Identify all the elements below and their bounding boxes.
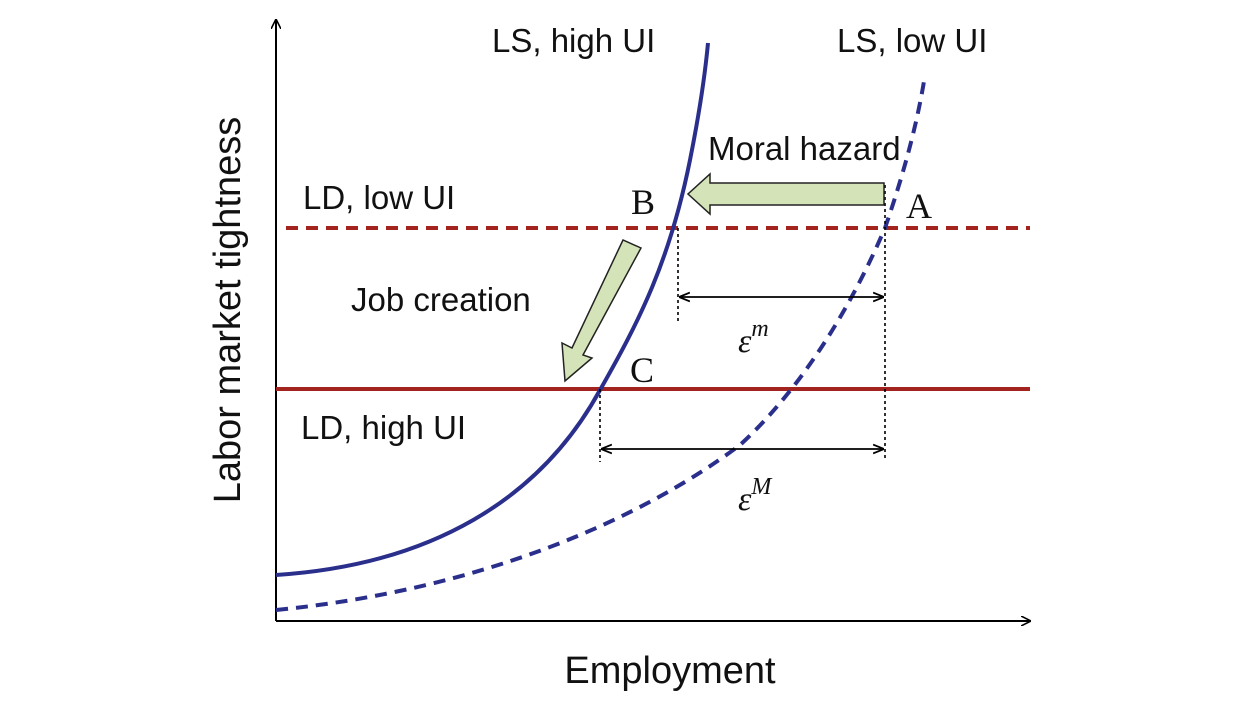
point-c-label: C — [630, 350, 654, 390]
macro-elasticity-sup: M — [750, 474, 773, 500]
ld-low-ui-label: LD, low UI — [303, 179, 455, 216]
macro-elasticity-label: εM — [738, 474, 773, 518]
ls-high-ui-label: LS, high UI — [492, 22, 655, 59]
point-b-label: B — [631, 182, 655, 222]
ls-low-ui-label: LS, low UI — [837, 22, 987, 59]
point-a-label: A — [906, 186, 932, 226]
macro-elasticity-base: ε — [738, 481, 752, 518]
micro-elasticity-label: εm — [738, 316, 769, 360]
moral-hazard-arrow — [686, 172, 885, 216]
y-axis-label: Labor market tightness — [207, 117, 249, 504]
ls-low-ui-curve — [275, 74, 927, 612]
job-creation-arrow — [561, 239, 643, 383]
micro-elasticity-sup: m — [751, 316, 768, 342]
ld-high-ui-label: LD, high UI — [301, 409, 466, 446]
job-creation-label: Job creation — [351, 281, 531, 318]
x-axis-label: Employment — [564, 650, 776, 692]
moral-hazard-label: Moral hazard — [708, 130, 901, 167]
micro-elasticity-base: ε — [738, 323, 752, 360]
ls-high-ui-curve — [275, 42, 710, 577]
